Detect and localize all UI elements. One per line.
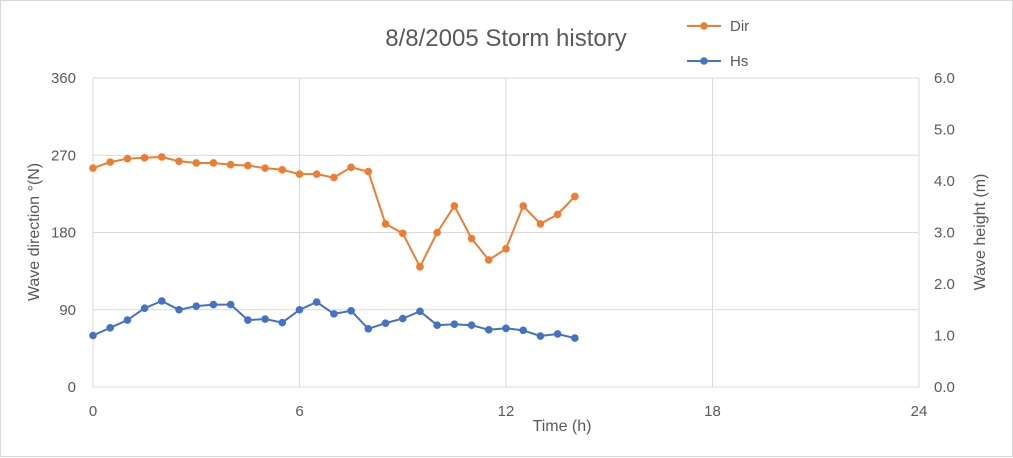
- data-point-hs: [278, 318, 287, 327]
- data-point-hs: [467, 321, 476, 330]
- data-point-dir: [571, 192, 579, 201]
- y-right-tick-label: 2.0: [934, 276, 955, 293]
- y-right-axis-title: Wave height (m): [972, 174, 989, 291]
- data-point-dir: [106, 158, 115, 166]
- data-point-dir: [433, 228, 441, 237]
- y-right-tick-label: 1.0: [934, 328, 955, 345]
- data-point-hs: [450, 320, 459, 328]
- data-point-dir: [484, 256, 493, 264]
- legend-marker-hs: [700, 57, 708, 65]
- x-tick-label: 6: [295, 403, 303, 420]
- data-point-hs: [209, 300, 218, 309]
- data-point-dir: [209, 159, 218, 167]
- data-point-dir: [347, 163, 355, 172]
- x-tick-label: 24: [911, 403, 928, 420]
- data-point-hs: [364, 325, 373, 333]
- data-point-dir: [450, 202, 459, 210]
- data-point-hs: [571, 334, 579, 342]
- data-point-dir: [467, 234, 476, 243]
- data-point-hs: [347, 306, 355, 315]
- data-point-dir: [278, 166, 287, 174]
- data-point-dir: [364, 167, 373, 176]
- data-point-dir: [381, 220, 390, 228]
- series-line-hs: [92, 300, 576, 340]
- y-left-tick-label: 0: [68, 379, 76, 396]
- data-point-hs: [416, 307, 424, 316]
- y-left-tick-label: 180: [51, 225, 76, 242]
- data-point-hs: [261, 315, 269, 323]
- data-point-dir: [226, 160, 235, 169]
- y-right-tick-label: 4.0: [934, 173, 955, 190]
- x-tick-label: 12: [498, 403, 515, 420]
- data-point-hs: [106, 323, 115, 332]
- data-point-hs: [140, 304, 149, 313]
- x-axis-title: Time (h): [533, 418, 592, 435]
- data-point-hs: [295, 305, 304, 314]
- data-point-dir: [312, 170, 321, 178]
- data-point-dir: [192, 159, 201, 167]
- data-point-dir: [140, 154, 149, 162]
- data-point-hs: [312, 298, 321, 306]
- data-point-dir: [175, 157, 183, 166]
- x-tick-label: 18: [704, 403, 721, 420]
- data-point-dir: [123, 154, 132, 163]
- data-point-hs: [158, 297, 166, 305]
- data-point-hs: [123, 316, 132, 324]
- y-right-tick-label: 0.0: [934, 379, 955, 396]
- data-point-hs: [89, 331, 97, 340]
- series-layer: [89, 153, 579, 342]
- data-point-hs: [192, 302, 201, 310]
- data-point-hs: [553, 330, 562, 338]
- data-point-hs: [433, 321, 441, 330]
- gridlines: [92, 77, 920, 388]
- data-point-dir: [502, 245, 510, 253]
- data-point-dir: [261, 164, 269, 172]
- legend-marker-dir: [700, 22, 708, 30]
- y-left-tick-label: 360: [51, 70, 76, 87]
- data-point-dir: [295, 170, 304, 178]
- data-point-hs: [536, 332, 545, 340]
- y-right-tick-label: 5.0: [934, 122, 955, 139]
- data-point-hs: [398, 314, 407, 323]
- data-point-dir: [158, 153, 166, 161]
- legend-label-dir: Dir: [730, 18, 749, 35]
- data-point-hs: [244, 316, 252, 324]
- data-point-dir: [398, 229, 407, 238]
- legend: Dir Hs: [687, 18, 749, 70]
- data-point-hs: [330, 310, 338, 318]
- y-left-tick-label: 90: [59, 302, 76, 319]
- tick-labels: 0 6 12 18 24 0 90 180 270 360 0.0 1.0 2.0 3.0 4.0 5.0 6.…: [51, 70, 955, 420]
- y-right-tick-label: 6.0: [934, 70, 955, 87]
- data-point-dir: [536, 220, 545, 228]
- data-point-dir: [89, 164, 97, 172]
- data-point-hs: [226, 300, 235, 309]
- data-point-hs: [519, 326, 528, 335]
- data-point-dir: [553, 210, 562, 219]
- data-point-hs: [484, 326, 493, 334]
- y-left-axis-title: Wave direction °(N): [26, 163, 43, 301]
- series-dir: [89, 153, 579, 271]
- data-point-dir: [244, 161, 252, 170]
- y-right-tick-label: 3.0: [934, 225, 955, 242]
- x-tick-label: 0: [89, 403, 97, 420]
- series-hs: [89, 297, 579, 342]
- data-point-dir: [416, 263, 424, 271]
- data-point-hs: [381, 319, 390, 327]
- y-left-tick-label: 270: [51, 147, 76, 164]
- data-point-dir: [519, 202, 528, 210]
- data-point-hs: [175, 305, 183, 314]
- data-point-hs: [502, 324, 510, 333]
- data-point-dir: [330, 173, 338, 182]
- legend-label-hs: Hs: [730, 53, 748, 70]
- chart-title: 8/8/2005 Storm history: [385, 25, 626, 52]
